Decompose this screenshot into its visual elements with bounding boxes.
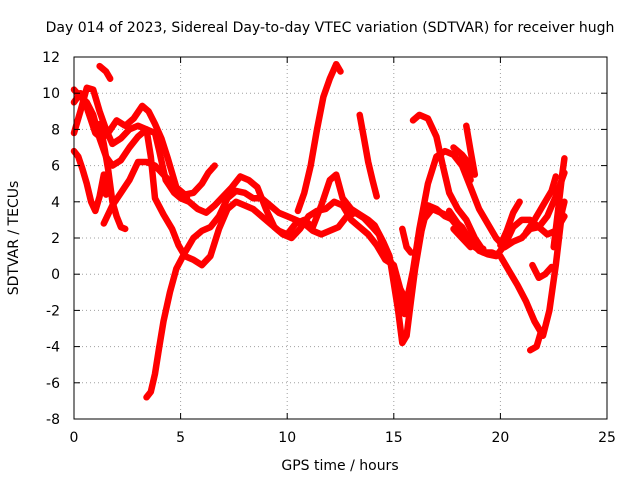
y-tick-label: 2: [51, 231, 60, 247]
series-s11: [399, 225, 415, 256]
series-s19: [522, 173, 560, 236]
x-tick-label: 10: [278, 430, 296, 446]
y-tick-label: -2: [46, 303, 60, 319]
y-tick-label: -4: [46, 340, 60, 356]
series-s7: [96, 120, 129, 233]
series-s22: [550, 155, 568, 251]
x-tick-label: 25: [598, 430, 616, 446]
y-tick-label: 12: [42, 50, 60, 66]
series-s4: [143, 187, 568, 401]
series-s13: [445, 207, 487, 253]
series-s9: [294, 60, 344, 215]
data-series: [70, 60, 568, 401]
y-tick-label: 0: [51, 267, 60, 283]
y-tick-label: -6: [46, 376, 60, 392]
y-tick-label: 6: [51, 159, 60, 175]
y-tick-label: 8: [51, 122, 60, 138]
series-s12: [409, 111, 487, 254]
chart-title: Day 014 of 2023, Sidereal Day-to-day VTE…: [46, 20, 615, 36]
y-tick-label: -8: [46, 412, 60, 428]
y-axis-title: SDTVAR / TECUs: [6, 181, 22, 296]
x-tick-label: 5: [176, 430, 185, 446]
series-s8: [96, 62, 114, 82]
series-s21: [529, 261, 555, 282]
x-axis-title: GPS time / hours: [281, 458, 398, 474]
series-s17: [463, 122, 479, 178]
x-tick-label: 0: [70, 430, 79, 446]
axis-ticks: 0 5 10 15 20 25 -8 -6 -4 -2 0 2 4 6 8 10 12: [42, 50, 616, 446]
series-s2: [70, 86, 568, 305]
series-s5: [100, 158, 191, 227]
series-s14: [450, 225, 474, 251]
series-s16: [450, 144, 474, 169]
series-s18: [497, 198, 523, 249]
series-s6: [70, 147, 110, 215]
series-s3: [70, 89, 218, 198]
y-tick-label: 4: [51, 195, 60, 211]
x-tick-label: 20: [491, 430, 509, 446]
x-tick-label: 15: [385, 430, 403, 446]
y-tick-label: 10: [42, 86, 60, 102]
series-s20: [526, 328, 545, 354]
series-s10: [356, 111, 380, 200]
